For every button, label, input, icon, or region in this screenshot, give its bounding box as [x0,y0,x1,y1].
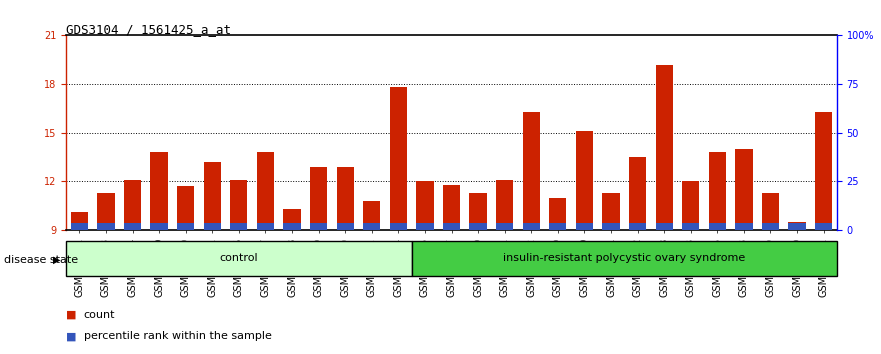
Bar [496,223,514,230]
Bar [522,223,540,230]
Bar [603,193,619,230]
Bar [204,162,221,230]
Bar [762,193,779,230]
Bar [522,112,540,230]
Bar [655,223,673,230]
Bar [230,223,248,230]
Bar [762,223,779,230]
Bar [177,186,195,230]
Bar [708,223,726,230]
Bar [815,223,833,230]
Bar [337,167,354,230]
Bar [443,185,460,230]
Bar [97,193,115,230]
Bar [682,182,700,230]
Bar [417,182,433,230]
Bar [66,241,411,276]
Bar [496,180,514,230]
Bar [363,201,381,230]
Bar [682,223,700,230]
Bar [310,223,327,230]
Bar [470,193,486,230]
Bar [70,212,88,230]
Text: count: count [84,310,115,320]
Bar [389,87,407,230]
Bar [788,223,806,230]
Bar [629,223,647,230]
Bar [576,131,593,230]
Bar [70,223,88,230]
Bar [256,223,274,230]
Bar [736,223,752,230]
Bar [151,223,167,230]
Text: ▶: ▶ [53,255,61,265]
Bar [549,198,566,230]
Text: percentile rank within the sample: percentile rank within the sample [84,331,271,341]
Bar [443,223,460,230]
Bar [603,223,619,230]
Bar [549,223,566,230]
Bar [736,149,752,230]
Bar [97,223,115,230]
Text: ■: ■ [66,331,77,341]
Bar [576,223,593,230]
Bar [124,180,141,230]
Text: GDS3104 / 1561425_a_at: GDS3104 / 1561425_a_at [66,23,231,36]
Bar [389,223,407,230]
Bar [788,222,806,230]
Bar [411,241,837,276]
Bar [470,223,486,230]
Text: control: control [219,253,258,263]
Text: ■: ■ [66,310,77,320]
Bar [151,152,167,230]
Bar [204,223,221,230]
Bar [124,223,141,230]
Bar [363,223,381,230]
Bar [629,157,647,230]
Bar [230,180,248,230]
Bar [177,223,195,230]
Text: disease state: disease state [4,255,78,265]
Bar [284,209,300,230]
Bar [337,223,354,230]
Text: insulin-resistant polycystic ovary syndrome: insulin-resistant polycystic ovary syndr… [503,253,745,263]
Bar [815,112,833,230]
Bar [708,152,726,230]
Bar [310,167,327,230]
Bar [256,152,274,230]
Bar [284,223,300,230]
Bar [417,223,433,230]
Bar [655,65,673,230]
